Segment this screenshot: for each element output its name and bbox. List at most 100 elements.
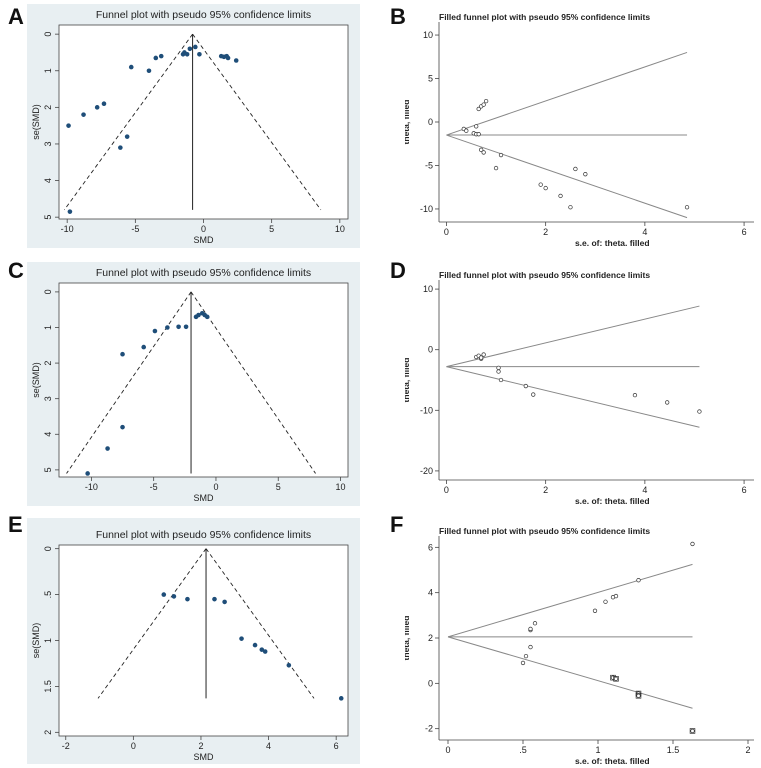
- data-point: [583, 172, 588, 177]
- funnel-plot-a-svg: Funnel plot with pseudo 95% confidence l…: [27, 4, 360, 248]
- x-tick-label: 0: [131, 741, 136, 751]
- data-point: [152, 328, 158, 334]
- x-tick-label: 1: [595, 745, 600, 755]
- data-point: [128, 64, 134, 70]
- y-tick-label: -20: [420, 466, 433, 476]
- plot-region: [58, 544, 349, 737]
- data-point: [531, 392, 536, 397]
- filled-funnel-plot-b-svg: Filled funnel plot with pseudo 95% confi…: [405, 12, 754, 246]
- data-point: [636, 578, 641, 583]
- x-tick-label: -2: [62, 741, 70, 751]
- y-tick-label: 3: [43, 396, 53, 401]
- y-axis-label: theta, filled: [405, 358, 411, 403]
- chart-title: Funnel plot with pseudo 95% confidence l…: [96, 267, 311, 279]
- filled-funnel-plot-f-svg: Filled funnel plot with pseudo 95% confi…: [405, 526, 754, 764]
- data-point: [690, 541, 695, 547]
- data-point: [493, 165, 499, 171]
- y-tick-label: 4: [43, 432, 53, 437]
- funnel-plot-c-svg: Funnel plot with pseudo 95% confidence l…: [27, 262, 360, 506]
- data-point: [118, 145, 123, 150]
- data-point: [603, 599, 608, 604]
- data-point: [259, 647, 265, 652]
- data-point: [184, 51, 190, 57]
- data-point: [252, 642, 258, 648]
- x-axis-label: SMD: [194, 235, 215, 245]
- y-tick-label: -5: [425, 160, 433, 170]
- data-point: [262, 649, 268, 654]
- panel-label-b: B: [390, 4, 406, 29]
- x-axis-label: s.e. of: theta, filled: [575, 496, 650, 504]
- data-point: [196, 312, 201, 318]
- y-tick-label: 5: [428, 74, 433, 84]
- x-tick-label: -10: [61, 224, 74, 234]
- data-point: [481, 102, 486, 107]
- x-tick-label: -5: [150, 482, 158, 492]
- panel-label-a: A: [8, 4, 24, 29]
- y-tick-label: 2: [43, 105, 53, 110]
- data-point: [67, 209, 73, 214]
- data-point: [496, 369, 501, 374]
- y-tick-label: 6: [428, 542, 433, 552]
- data-point: [528, 644, 533, 650]
- data-point: [592, 608, 598, 613]
- funnel-plot-c: Funnel plot with pseudo 95% confidence l…: [27, 262, 360, 506]
- x-tick-label: 0: [444, 485, 449, 495]
- y-tick-label: 1: [43, 325, 53, 330]
- y-tick-label: 0: [43, 32, 53, 37]
- x-tick-label: 10: [336, 482, 346, 492]
- data-point: [523, 653, 529, 659]
- x-tick-label: -5: [131, 224, 139, 234]
- data-point: [573, 166, 578, 172]
- y-tick-label: 2: [428, 633, 433, 643]
- y-tick-label: 4: [428, 588, 433, 598]
- imputed-point-marker: [635, 693, 642, 699]
- x-tick-label: 2: [745, 745, 750, 755]
- data-point: [105, 446, 110, 451]
- x-tick-label: 10: [335, 224, 345, 234]
- y-tick-label: 4: [43, 178, 53, 183]
- y-tick-label: 0: [428, 678, 433, 688]
- y-tick-label: 1.5: [43, 680, 53, 693]
- y-tick-label: -10: [420, 405, 433, 415]
- data-point: [498, 377, 504, 383]
- x-tick-label: 4: [642, 227, 647, 237]
- data-point: [193, 44, 198, 50]
- y-axis-label: theta, filled: [405, 100, 411, 145]
- data-point: [523, 383, 528, 389]
- data-point: [183, 324, 189, 330]
- y-tick-label: 10: [423, 30, 433, 40]
- funnel-plot-e: Funnel plot with pseudo 95% confidence l…: [27, 518, 360, 764]
- x-tick-label: 6: [334, 741, 339, 751]
- y-tick-label: 0: [428, 117, 433, 127]
- data-point: [158, 53, 164, 59]
- data-point: [187, 46, 193, 52]
- data-point: [185, 596, 190, 602]
- data-point: [632, 393, 638, 398]
- data-point: [496, 365, 501, 371]
- y-axis-label: se(SMD): [31, 104, 41, 140]
- x-tick-label: 4: [266, 741, 271, 751]
- data-point: [176, 324, 181, 330]
- confidence-limit-right: [205, 548, 315, 699]
- y-tick-label: 10: [423, 284, 433, 294]
- upper-confidence-limit: [446, 51, 688, 136]
- y-tick-label: 0: [43, 289, 53, 294]
- data-point: [85, 471, 90, 476]
- data-point: [476, 132, 481, 137]
- chart-title: Funnel plot with pseudo 95% confidence l…: [96, 9, 311, 21]
- imputed-point-marker: [689, 728, 696, 734]
- x-tick-label: -10: [85, 482, 98, 492]
- x-tick-label: 1.5: [667, 745, 680, 755]
- upper-confidence-limit: [446, 305, 700, 368]
- filled-funnel-plot-d-svg: Filled funnel plot with pseudo 95% confi…: [405, 270, 754, 504]
- data-point: [212, 596, 217, 602]
- y-tick-label: 2: [43, 361, 53, 366]
- data-point: [520, 660, 526, 666]
- y-tick-label: 5: [43, 467, 53, 472]
- y-tick-label: -10: [420, 204, 433, 214]
- x-tick-label: 2: [198, 741, 203, 751]
- data-point: [538, 182, 543, 187]
- data-point: [479, 147, 484, 152]
- data-point: [697, 409, 702, 414]
- x-tick-label: 0: [213, 482, 218, 492]
